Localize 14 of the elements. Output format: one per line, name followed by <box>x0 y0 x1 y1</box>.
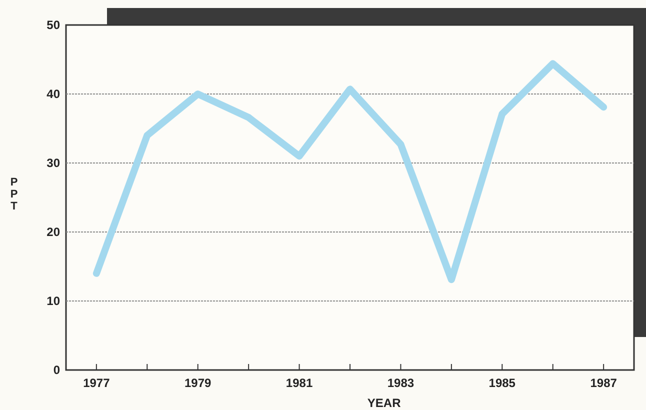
x-axis-title: YEAR <box>367 396 402 410</box>
x-tick-label: 1981 <box>286 376 313 390</box>
x-tick-label: 1985 <box>488 376 516 390</box>
y-tick-label: 50 <box>46 18 60 32</box>
y-tick-label: 0 <box>53 363 60 377</box>
x-tick-label: 1977 <box>83 376 110 390</box>
y-tick-label: 20 <box>46 225 60 239</box>
y-tick-label: 40 <box>46 87 60 101</box>
y-axis-title: PPT <box>10 176 18 212</box>
x-tick-label: 1979 <box>184 376 212 390</box>
y-tick-label: 30 <box>46 156 60 170</box>
x-tick-label: 1983 <box>387 376 414 390</box>
y-tick-label: 10 <box>46 294 60 308</box>
x-tick-label: 1987 <box>590 376 618 390</box>
